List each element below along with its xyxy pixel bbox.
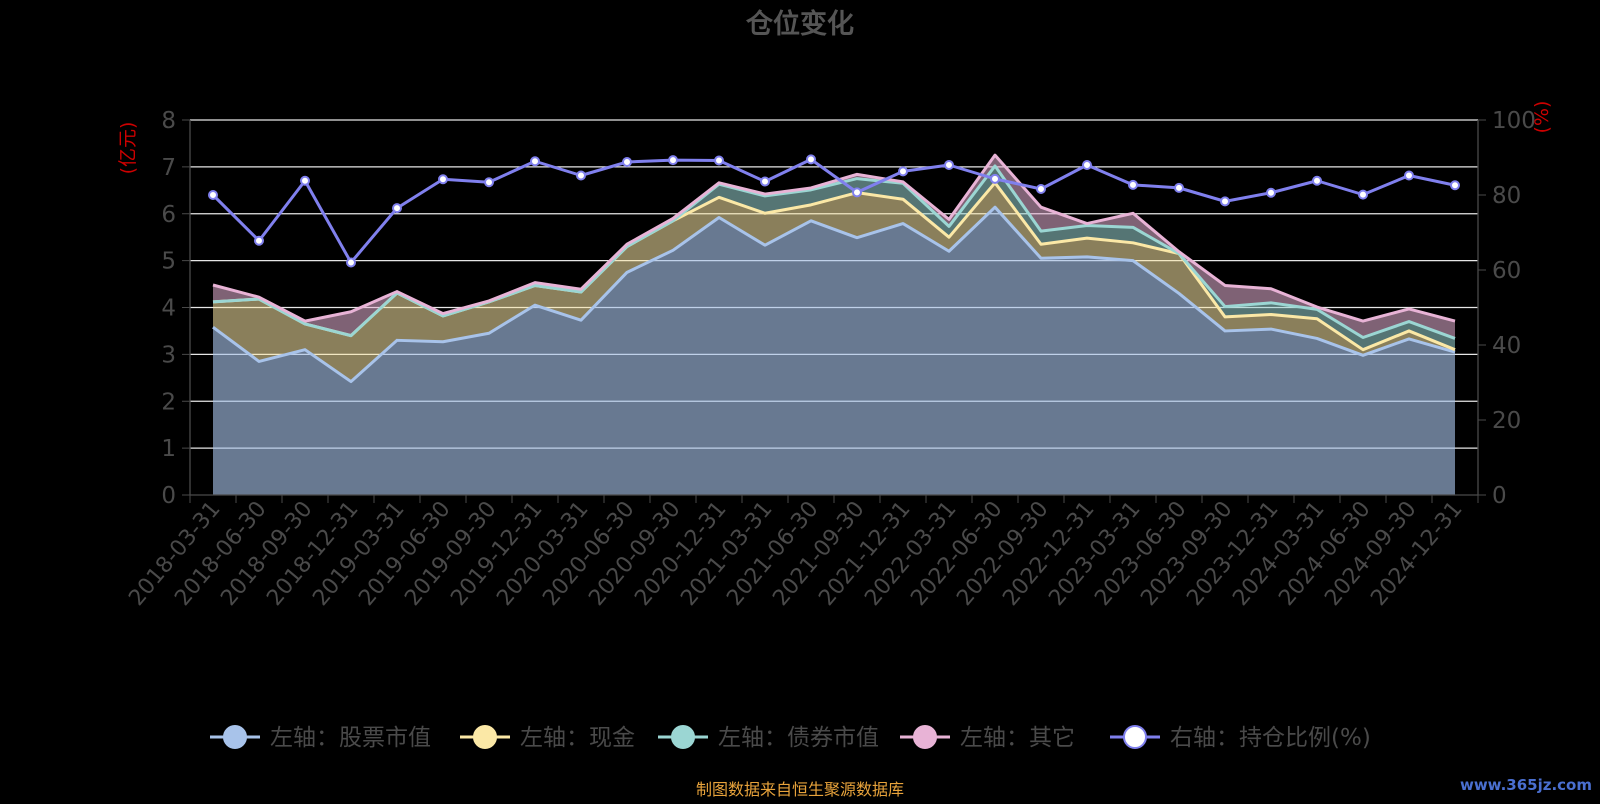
ratio-point — [1174, 182, 1184, 193]
legend-marker-icon — [223, 725, 247, 749]
ratio-point — [1128, 179, 1138, 190]
ratio-point — [1036, 184, 1046, 194]
ratio-point — [392, 203, 402, 214]
ratio-point — [898, 166, 908, 177]
left-axis-tick-label: 4 — [161, 296, 176, 322]
line-stock — [212, 205, 1456, 384]
right-axis-name: (%) — [1531, 101, 1553, 134]
left-axis-tick-label: 1 — [161, 436, 176, 462]
ratio-point — [622, 157, 632, 167]
right-axis-tick-label: 20 — [1492, 408, 1521, 434]
left-axis-name: (亿元) — [117, 122, 139, 175]
left-axis-tick-label: 3 — [161, 342, 176, 368]
legend-label: 左轴：现金 — [520, 725, 635, 751]
ratio-point — [714, 155, 724, 166]
legend-marker-icon — [1123, 725, 1147, 749]
legend: 左轴：股票市值 左轴：现金 左轴：债券市值 左轴：其它 右轴：持仓比例(%) — [210, 725, 1371, 751]
legend-item: 左轴：股票市值 — [210, 725, 431, 751]
stacked-areas — [212, 153, 1456, 495]
ratio-point — [1266, 187, 1276, 198]
chart-title: 仓位变化 — [745, 8, 854, 40]
ratio-point — [990, 173, 1000, 184]
legend-marker-icon — [913, 725, 937, 749]
ratio-point — [208, 190, 218, 200]
ratio-point — [300, 175, 310, 186]
right-axis-tick-label: 40 — [1492, 333, 1521, 359]
ratio-point — [852, 187, 862, 198]
ratio-point — [806, 154, 816, 165]
watermark: www.365jz.com — [1460, 776, 1592, 794]
legend-item: 左轴：其它 — [900, 725, 1075, 751]
ratio-line — [211, 157, 1456, 264]
ratio-point — [254, 235, 264, 246]
ratio-point — [530, 156, 540, 167]
left-axis-tick-label: 0 — [161, 483, 176, 509]
legend-marker-icon — [473, 725, 497, 749]
ratio-point — [1220, 196, 1230, 207]
ratio-point — [1450, 180, 1460, 191]
ratio-point — [484, 177, 494, 188]
left-axis-tick-label: 7 — [161, 155, 176, 181]
ratio-point — [1312, 175, 1322, 186]
ratio-point — [944, 160, 954, 170]
ratio-point — [668, 155, 678, 166]
legend-label: 左轴：债券市值 — [718, 725, 879, 751]
ratio-point — [576, 170, 586, 181]
right-axis-tick-label: 60 — [1492, 258, 1521, 284]
legend-label: 右轴：持仓比例(%) — [1170, 725, 1371, 751]
right-axis-tick-label: 0 — [1492, 483, 1507, 509]
legend-item: 左轴：现金 — [460, 725, 635, 751]
ratio-point — [1358, 189, 1368, 200]
ratio-line-layer — [208, 154, 1460, 268]
ratio-point — [438, 174, 448, 185]
left-axis-tick-label: 6 — [161, 202, 176, 228]
area-cash — [213, 182, 1455, 382]
area-other — [213, 155, 1455, 339]
footer-source: 制图数据来自恒生聚源数据库 — [696, 780, 904, 799]
legend-marker-icon — [671, 725, 695, 749]
left-axis-tick-label: 8 — [161, 108, 176, 134]
left-axis-tick-label: 5 — [161, 249, 176, 275]
right-axis-tick-label: 100 — [1492, 108, 1536, 134]
legend-item: 左轴：债券市值 — [658, 725, 879, 751]
ratio-point — [1404, 170, 1414, 181]
legend-label: 左轴：股票市值 — [270, 725, 431, 751]
line-bond — [212, 164, 1456, 340]
right-axis-tick-label: 80 — [1492, 183, 1521, 209]
legend-item: 右轴：持仓比例(%) — [1110, 725, 1371, 751]
legend-label: 左轴：其它 — [960, 725, 1075, 751]
ratio-point — [1082, 160, 1092, 170]
ratio-point — [346, 257, 356, 268]
left-axis-tick-label: 2 — [161, 389, 176, 415]
line-other — [212, 153, 1456, 323]
ratio-point — [760, 176, 770, 187]
area-stock — [213, 207, 1455, 495]
